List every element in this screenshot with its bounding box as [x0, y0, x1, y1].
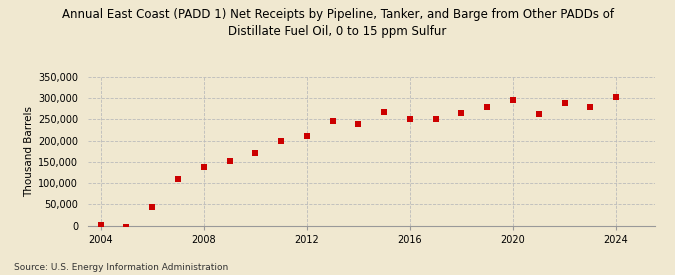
Point [198, 164, 209, 169]
Point [482, 104, 493, 109]
Point [379, 110, 389, 114]
Point [353, 122, 364, 126]
Text: Source: U.S. Energy Information Administration: Source: U.S. Energy Information Administ… [14, 263, 227, 272]
Point [95, 223, 106, 227]
Point [508, 98, 518, 103]
Text: Annual East Coast (PADD 1) Net Receipts by Pipeline, Tanker, and Barge from Othe: Annual East Coast (PADD 1) Net Receipts … [61, 8, 614, 38]
Point [173, 177, 184, 181]
Point [430, 117, 441, 122]
Point [302, 134, 313, 138]
Point [224, 159, 235, 163]
Point [456, 111, 467, 115]
Point [275, 139, 286, 143]
Point [250, 150, 261, 155]
Point [559, 101, 570, 106]
Point [585, 104, 596, 109]
Point [611, 95, 622, 99]
Point [121, 225, 132, 229]
Y-axis label: Thousand Barrels: Thousand Barrels [24, 106, 34, 197]
Point [533, 112, 544, 117]
Point [404, 116, 415, 121]
Point [327, 119, 338, 123]
Point [146, 205, 157, 210]
